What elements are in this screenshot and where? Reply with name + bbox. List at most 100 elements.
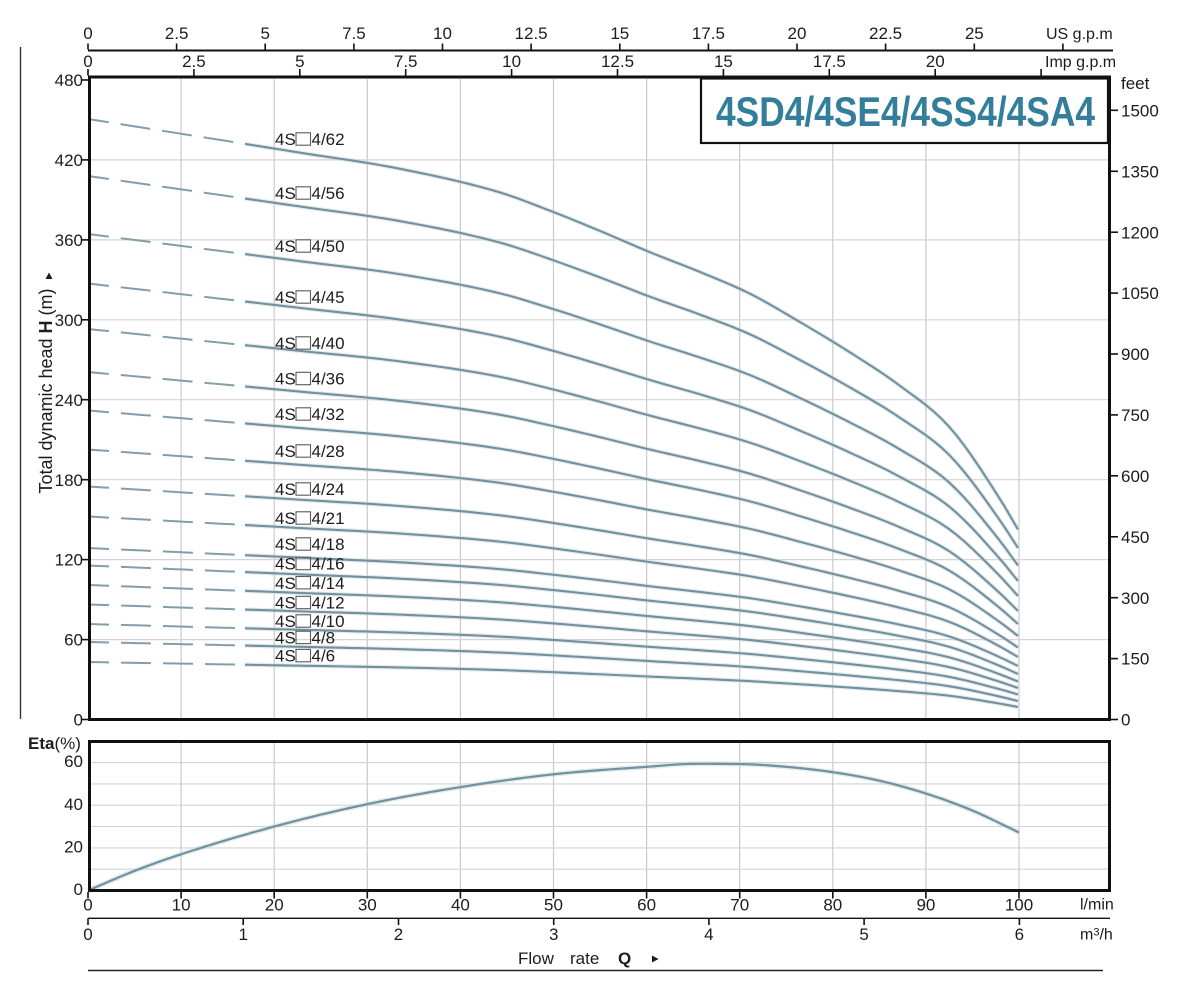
svg-text:4S: 4S — [275, 555, 296, 574]
svg-text:1350: 1350 — [1121, 162, 1159, 181]
svg-text:1200: 1200 — [1121, 223, 1159, 242]
svg-text:20: 20 — [265, 896, 284, 915]
svg-text:4/14: 4/14 — [312, 574, 345, 593]
svg-text:100: 100 — [1005, 896, 1033, 915]
svg-text:1050: 1050 — [1121, 284, 1159, 303]
svg-text:4S: 4S — [275, 647, 296, 666]
svg-text:2: 2 — [394, 925, 403, 944]
svg-text:1: 1 — [238, 925, 247, 944]
svg-text:420: 420 — [55, 151, 83, 170]
svg-text:4S: 4S — [275, 370, 296, 389]
svg-text:4/56: 4/56 — [312, 184, 345, 203]
svg-text:80: 80 — [823, 896, 842, 915]
svg-text:4/62: 4/62 — [312, 130, 345, 149]
svg-text:4/24: 4/24 — [312, 480, 345, 499]
svg-text:US g.p.m: US g.p.m — [1046, 26, 1113, 43]
svg-text:240: 240 — [55, 391, 83, 410]
svg-text:4/12: 4/12 — [312, 594, 345, 613]
svg-text:25: 25 — [965, 24, 984, 43]
svg-text:10: 10 — [502, 52, 521, 71]
svg-text:20: 20 — [926, 52, 945, 71]
svg-text:2.5: 2.5 — [182, 52, 206, 71]
svg-text:180: 180 — [55, 471, 83, 490]
svg-text:4S: 4S — [275, 612, 296, 631]
svg-text:0: 0 — [83, 896, 92, 915]
svg-text:0: 0 — [83, 925, 92, 944]
svg-text:4S: 4S — [275, 237, 296, 256]
svg-text:0: 0 — [74, 711, 83, 730]
svg-text:450: 450 — [1121, 528, 1149, 547]
svg-text:4/21: 4/21 — [312, 509, 345, 528]
svg-text:6: 6 — [1015, 925, 1024, 944]
svg-text:20: 20 — [64, 838, 83, 857]
svg-text:60: 60 — [64, 752, 83, 771]
svg-text:10: 10 — [433, 24, 452, 43]
svg-text:2.5: 2.5 — [165, 24, 189, 43]
svg-text:17.5: 17.5 — [813, 52, 846, 71]
svg-text:480: 480 — [55, 71, 83, 90]
svg-text:4S: 4S — [275, 509, 296, 528]
svg-text:50: 50 — [544, 896, 563, 915]
svg-text:5: 5 — [859, 925, 868, 944]
svg-text:4/50: 4/50 — [312, 237, 345, 256]
svg-text:4SD4/4SE4/4SS4/4SA4: 4SD4/4SE4/4SS4/4SA4 — [716, 88, 1096, 135]
svg-text:Eta(%): Eta(%) — [28, 734, 81, 753]
svg-text:4/32: 4/32 — [312, 405, 345, 424]
svg-text:feet: feet — [1121, 74, 1150, 93]
svg-text:4S: 4S — [275, 629, 296, 648]
svg-text:70: 70 — [730, 896, 749, 915]
svg-text:750: 750 — [1121, 406, 1149, 425]
svg-text:360: 360 — [55, 231, 83, 250]
svg-text:4S: 4S — [275, 574, 296, 593]
svg-text:4/10: 4/10 — [312, 612, 345, 631]
svg-text:4S: 4S — [275, 480, 296, 499]
svg-text:7.5: 7.5 — [342, 24, 366, 43]
svg-text:Imp g.p.m: Imp g.p.m — [1045, 54, 1116, 71]
svg-text:300: 300 — [1121, 589, 1149, 608]
svg-text:4/28: 4/28 — [312, 442, 345, 461]
svg-text:600: 600 — [1121, 467, 1149, 486]
svg-text:4/16: 4/16 — [312, 555, 345, 574]
svg-text:120: 120 — [55, 551, 83, 570]
svg-text:4/8: 4/8 — [312, 629, 336, 648]
svg-text:40: 40 — [64, 795, 83, 814]
svg-text:5: 5 — [295, 52, 304, 71]
svg-text:60: 60 — [637, 896, 656, 915]
svg-text:0: 0 — [1121, 711, 1130, 730]
svg-text:4/6: 4/6 — [312, 647, 336, 666]
svg-text:0: 0 — [83, 24, 92, 43]
svg-text:4: 4 — [704, 925, 713, 944]
svg-text:l/min: l/min — [1080, 897, 1114, 914]
svg-text:17.5: 17.5 — [692, 24, 725, 43]
svg-text:20: 20 — [788, 24, 807, 43]
svg-text:15: 15 — [610, 24, 629, 43]
svg-text:Total dynamic head H (m): Total dynamic head H (m) — [36, 288, 56, 493]
svg-text:10: 10 — [172, 896, 191, 915]
svg-text:4S: 4S — [275, 334, 296, 353]
svg-text:22.5: 22.5 — [869, 24, 902, 43]
svg-text:1500: 1500 — [1121, 101, 1159, 120]
svg-text:4/18: 4/18 — [312, 535, 345, 554]
svg-text:30: 30 — [358, 896, 377, 915]
svg-text:4S: 4S — [275, 594, 296, 613]
svg-text:4/40: 4/40 — [312, 334, 345, 353]
svg-text:4/45: 4/45 — [312, 288, 345, 307]
svg-text:4S: 4S — [275, 288, 296, 307]
svg-text:900: 900 — [1121, 345, 1149, 364]
svg-text:4S: 4S — [275, 535, 296, 554]
svg-text:40: 40 — [451, 896, 470, 915]
svg-text:12.5: 12.5 — [515, 24, 548, 43]
svg-text:0: 0 — [74, 880, 83, 899]
svg-text:4S: 4S — [275, 405, 296, 424]
svg-text:90: 90 — [916, 896, 935, 915]
svg-text:4/36: 4/36 — [312, 370, 345, 389]
svg-text:5: 5 — [260, 24, 269, 43]
svg-text:60: 60 — [64, 631, 83, 650]
svg-text:4S: 4S — [275, 130, 296, 149]
svg-text:12.5: 12.5 — [601, 52, 634, 71]
svg-text:3: 3 — [549, 925, 558, 944]
svg-text:7.5: 7.5 — [394, 52, 418, 71]
svg-text:4S: 4S — [275, 442, 296, 461]
svg-text:m3/h: m3/h — [1080, 927, 1113, 944]
svg-text:4S: 4S — [275, 184, 296, 203]
